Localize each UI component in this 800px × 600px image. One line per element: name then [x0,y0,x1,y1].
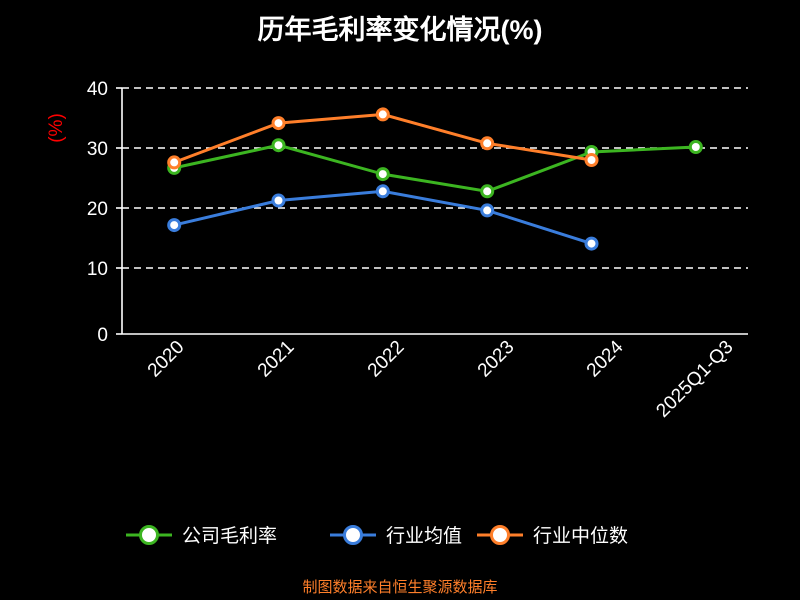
y-tick-label: 40 [87,79,108,100]
data-point [167,155,182,170]
chart-title: 历年毛利率变化情况(%) [257,15,543,45]
x-tick-label: 2023 [474,337,519,382]
y-tick-marks [116,87,122,335]
data-point [375,184,390,199]
legend-label: 公司毛利率 [182,525,277,547]
data-point [480,184,495,199]
data-point [480,136,495,151]
x-tick-label: 2021 [254,337,299,382]
data-point [375,107,390,122]
data-point [688,140,703,154]
series-industry-median [167,107,599,170]
chart-legend: 公司毛利率 行业均值 行业中位数 [126,525,628,547]
y-tick-label: 0 [97,325,108,346]
legend-label: 行业均值 [386,525,462,547]
data-point [584,153,599,167]
legend-item-company[interactable]: 公司毛利率 [126,525,277,547]
data-point [167,218,182,233]
data-point [480,203,495,218]
data-point [375,167,390,182]
data-point [584,236,599,251]
y-tick-label: 20 [87,199,108,220]
footer-note: 制图数据来自恒生聚源数据库 [302,579,498,596]
x-tick-label: 2025Q1-Q3 [652,337,737,422]
x-tick-labels: 2020 2021 2022 2023 2024 2025Q1-Q3 [144,336,738,421]
legend-item-average[interactable]: 行业均值 [330,525,462,547]
plot-area [116,87,748,335]
x-tick-label: 2020 [144,337,189,382]
data-point [271,116,286,131]
data-point [271,138,286,153]
y-tick-labels: 40 30 20 10 0 [87,79,108,346]
x-tick-label: 2024 [583,336,628,381]
gridlines [122,87,748,269]
series-industry-average [167,184,599,251]
y-tick-label: 30 [87,139,108,160]
legend-label: 行业中位数 [533,525,628,547]
data-point [271,193,286,208]
legend-item-median[interactable]: 行业中位数 [477,525,628,547]
y-tick-label: 10 [87,259,108,280]
y-axis-label: (%) [46,113,67,143]
x-tick-label: 2022 [364,337,409,382]
